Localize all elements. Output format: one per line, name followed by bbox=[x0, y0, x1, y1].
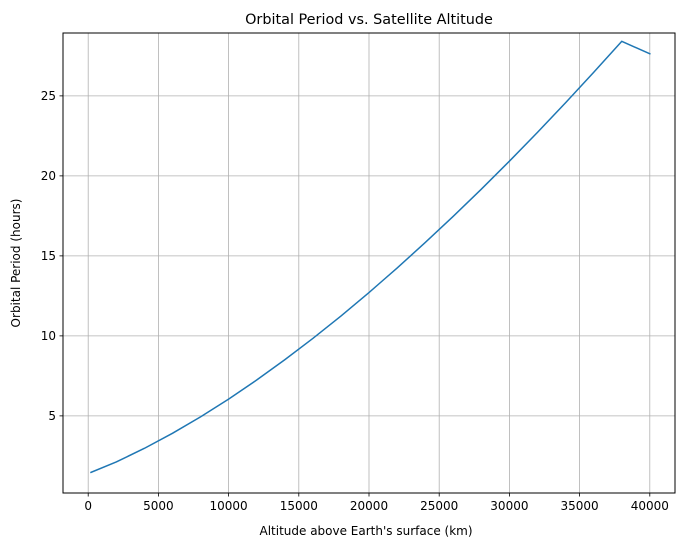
x-tick-label: 10000 bbox=[210, 499, 248, 513]
y-tick-label: 25 bbox=[41, 89, 56, 103]
y-tick-label: 5 bbox=[48, 409, 56, 423]
y-tick-label: 20 bbox=[41, 169, 56, 183]
y-axis: 5 10 15 20 25 bbox=[41, 89, 63, 423]
x-tick-label: 25000 bbox=[420, 499, 458, 513]
x-tick-label: 30000 bbox=[490, 499, 528, 513]
x-axis-label: Altitude above Earth's surface (km) bbox=[259, 524, 472, 538]
grid bbox=[63, 33, 675, 493]
series-line bbox=[90, 40, 651, 474]
x-tick-label: 20000 bbox=[350, 499, 388, 513]
x-axis: 0 5000 10000 15000 20000 25000 30000 35000 40000 bbox=[84, 493, 669, 513]
x-tick-label: 5000 bbox=[143, 499, 174, 513]
y-axis-label: Orbital Period (hours) bbox=[9, 199, 23, 328]
x-tick-label: 35000 bbox=[561, 499, 599, 513]
x-tick-label: 0 bbox=[84, 499, 92, 513]
x-tick-label: 15000 bbox=[280, 499, 318, 513]
x-tick-label: 40000 bbox=[631, 499, 669, 513]
y-tick-label: 15 bbox=[41, 249, 56, 263]
y-tick-label: 10 bbox=[41, 329, 56, 343]
series-layer bbox=[90, 40, 651, 474]
chart-title: Orbital Period vs. Satellite Altitude bbox=[245, 12, 493, 28]
